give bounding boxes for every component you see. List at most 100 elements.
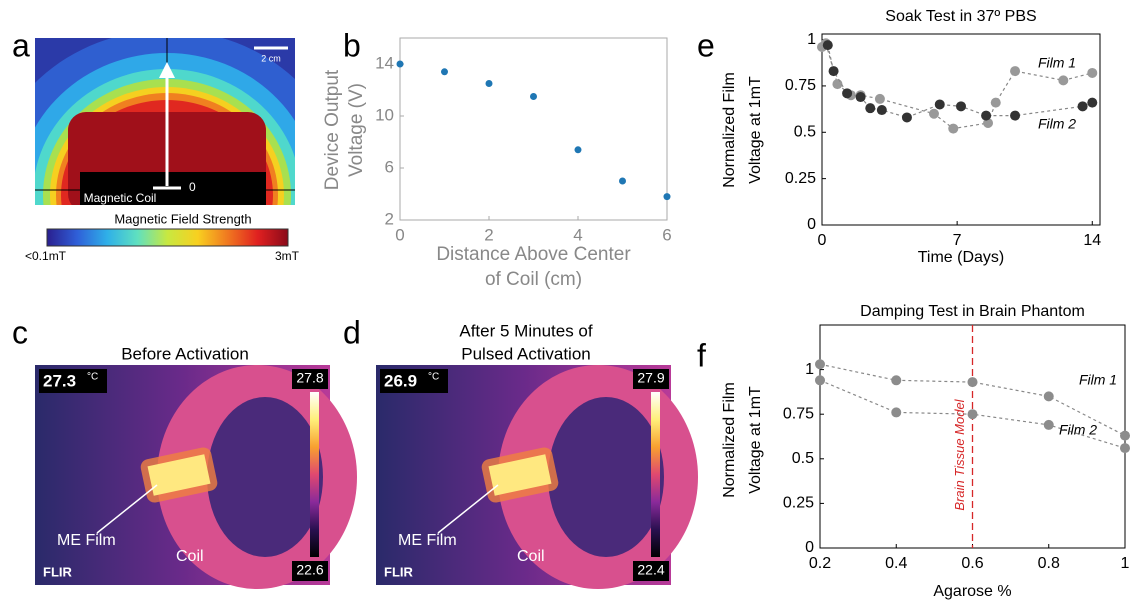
temperature: 27.3: [43, 371, 76, 390]
series-label: Film 1: [1079, 372, 1117, 388]
data-point: [981, 110, 992, 121]
data-point: [1120, 430, 1130, 441]
temp-box: [380, 369, 448, 393]
film: [147, 454, 211, 496]
data-point: [530, 93, 537, 100]
y-tick-label: 1: [807, 31, 816, 48]
y-tick-label: 0: [807, 216, 816, 233]
x-axis-label: Agarose %: [933, 583, 1011, 600]
panel-label: b: [343, 27, 361, 63]
y-tick-label: 0.75: [785, 77, 816, 94]
x-tick-label: 0: [818, 232, 827, 249]
thermal-title: Before Activation: [121, 344, 249, 363]
coil-label: Coil: [176, 548, 204, 565]
x-tick-label: 0.6: [961, 555, 983, 572]
data-point: [1010, 66, 1021, 77]
film-label: ME Film: [398, 532, 457, 549]
data-point: [842, 88, 853, 99]
x-tick-label: 1: [1121, 555, 1130, 572]
data-point: [815, 359, 825, 370]
data-point: [663, 193, 671, 201]
data-point: [1043, 391, 1054, 402]
y-tick-label: 6: [385, 157, 394, 176]
chart-title: Soak Test in 37º PBS: [885, 8, 1036, 25]
y-tick-label: 1: [805, 361, 814, 378]
data-point: [855, 92, 866, 103]
colorbar-min: <0.1mT: [25, 249, 67, 263]
x-tick-label: 0: [395, 225, 404, 244]
temp-box: [39, 369, 107, 393]
thermal-colorbar: [310, 392, 319, 557]
y-tick-label: 2: [385, 209, 394, 228]
y-axis-label: Voltage at 1mT: [747, 386, 764, 494]
data-point: [822, 40, 833, 51]
x-tick-label: 0.2: [809, 555, 831, 572]
series-line: [819, 379, 1126, 449]
panel-label: e: [697, 27, 715, 63]
data-point: [828, 66, 839, 77]
scale-min: 22.6: [296, 562, 323, 578]
brand: FLIR: [384, 564, 413, 579]
plot-frame: [821, 33, 1101, 226]
data-point: [832, 79, 843, 90]
coil-label: Magnetic Coil: [84, 191, 157, 205]
y-tick-label: 0.25: [785, 170, 816, 187]
y-tick-label: 0.5: [792, 450, 814, 467]
data-point: [485, 80, 493, 87]
data-point: [948, 123, 959, 134]
series-label: Film 2: [1059, 422, 1097, 438]
data-point: [901, 112, 912, 123]
scale-max: 27.8: [296, 370, 323, 386]
data-point: [891, 375, 902, 386]
y-axis-label: Normalized Film: [721, 382, 738, 498]
y-tick-label: 0.5: [794, 124, 816, 141]
data-point: [1087, 97, 1098, 108]
panel-label: a: [12, 27, 30, 63]
x-tick-label: 4: [573, 225, 582, 244]
data-point: [574, 146, 582, 154]
x-axis-label: of Coil (cm): [485, 269, 582, 290]
film: [488, 454, 552, 496]
origin-label: 0: [189, 180, 196, 194]
x-tick-label: 0.4: [885, 555, 907, 572]
arrow-head: [159, 62, 175, 78]
x-tick-label: 14: [1083, 232, 1101, 249]
x-tick-label: 7: [953, 232, 962, 249]
scale-max: 27.9: [637, 370, 664, 386]
x-axis-label: Distance Above Center: [436, 244, 631, 265]
data-point: [619, 177, 626, 185]
data-point: [967, 377, 978, 388]
pointer: [437, 484, 499, 534]
series-label: Film 1: [1038, 55, 1076, 71]
film-label: ME Film: [57, 532, 116, 549]
data-point: [990, 97, 1001, 108]
data-point: [1043, 419, 1054, 430]
reference-label: Brain Tissue Model: [952, 398, 967, 510]
data-point: [874, 93, 885, 104]
colorbar-max: 3mT: [275, 249, 300, 263]
brand: FLIR: [43, 564, 72, 579]
coil-inner: [207, 397, 323, 557]
temperature: 26.9: [384, 371, 417, 390]
data-point: [876, 105, 887, 116]
x-tick-label: 2: [484, 225, 493, 244]
y-tick-label: 10: [375, 105, 394, 124]
thermal-title: After 5 Minutes of: [459, 321, 593, 340]
data-point: [956, 101, 966, 112]
y-tick-label: 0: [805, 539, 814, 556]
data-point: [441, 68, 448, 76]
data-point: [1087, 67, 1098, 78]
pointer: [96, 484, 158, 534]
data-point: [891, 407, 902, 418]
thermal-image: 26.9 °C 27.9 22.4 ME Film Coil FLIR: [376, 365, 698, 589]
y-tick-label: 0.25: [783, 495, 814, 512]
data-point: [865, 103, 876, 114]
x-tick-label: 0.8: [1038, 555, 1060, 572]
field-map: [35, 38, 295, 205]
series-line: [819, 363, 1126, 437]
data-point: [928, 108, 939, 119]
thermal-colorbar: [651, 392, 660, 557]
data-point: [815, 375, 825, 386]
